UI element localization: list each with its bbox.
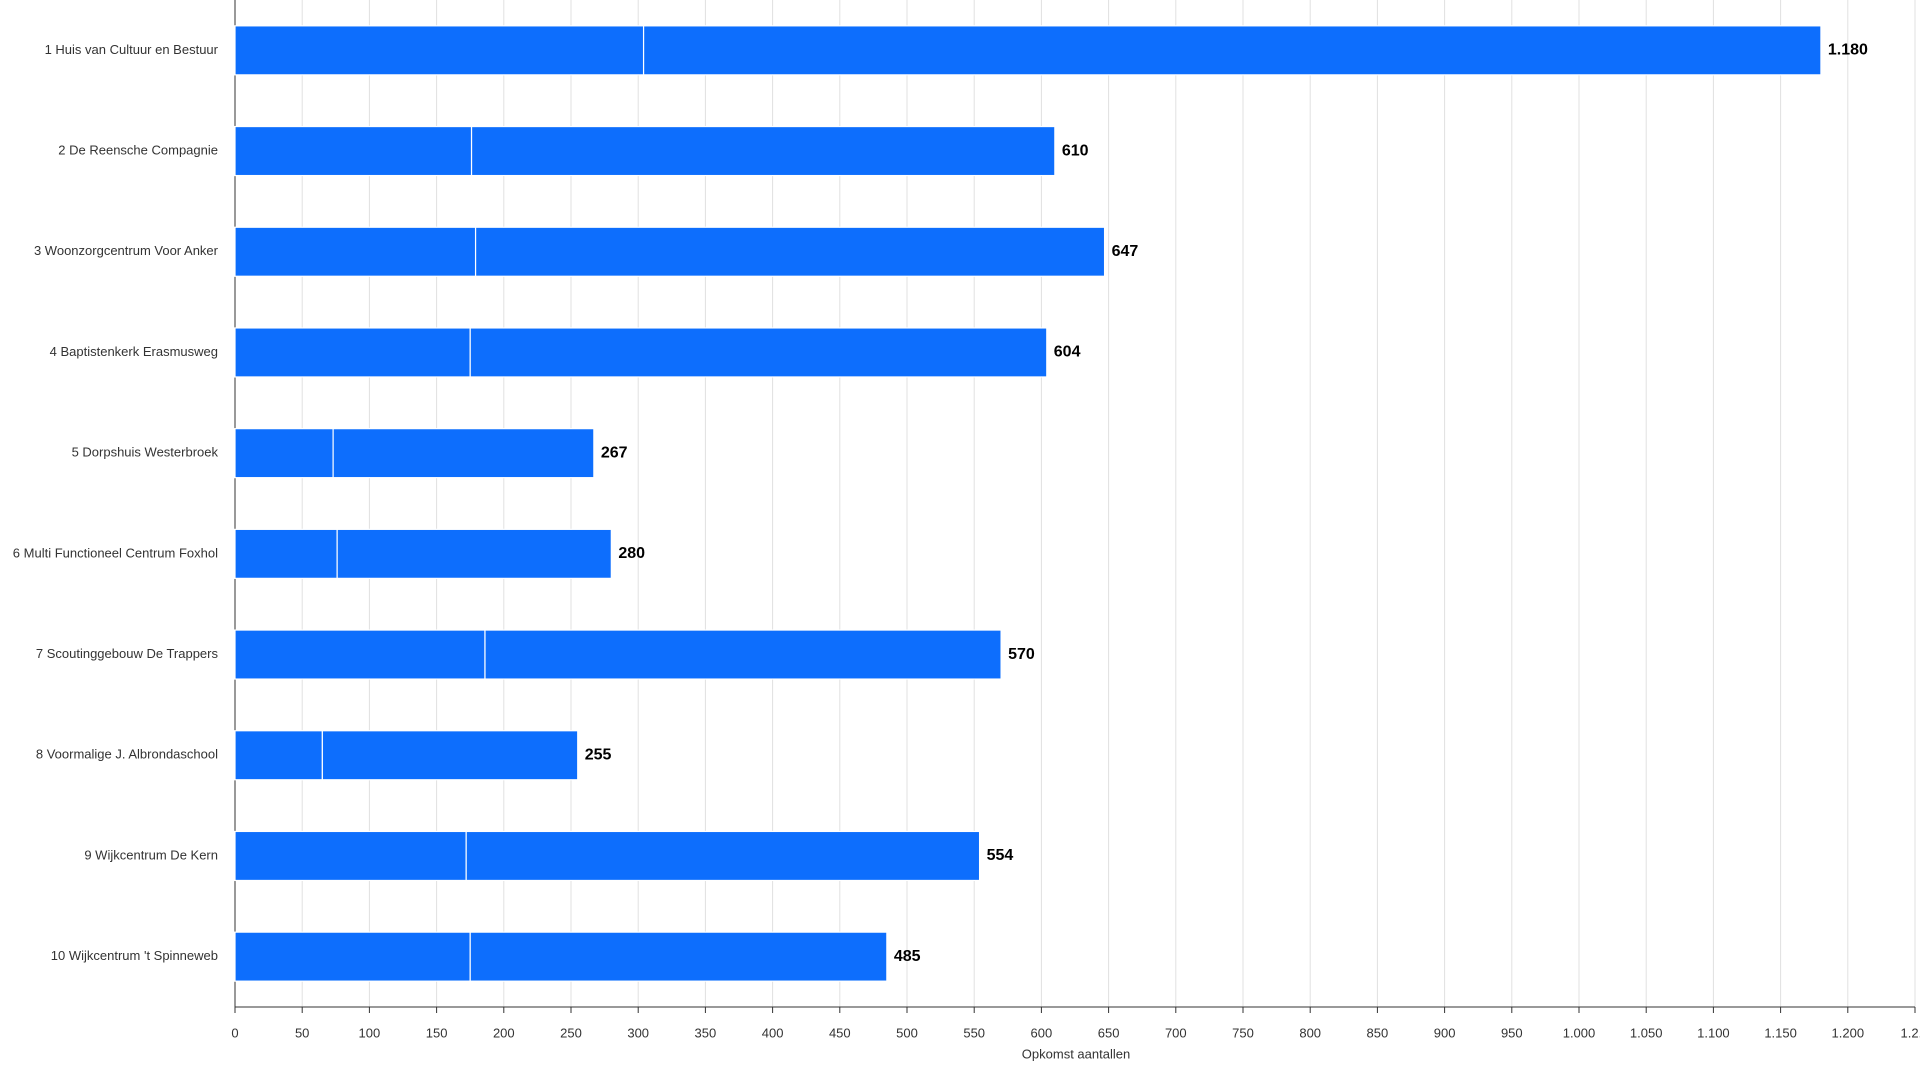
bar-segment bbox=[484, 629, 1002, 680]
y-tick-label: 10 Wijkcentrum 't Spinneweb bbox=[51, 948, 218, 963]
data-label: 610 bbox=[1062, 142, 1089, 159]
x-tick-label: 500 bbox=[896, 1025, 918, 1040]
bar-segment bbox=[234, 125, 473, 177]
bar-segment bbox=[474, 226, 1106, 277]
x-tick-label: 1.150 bbox=[1764, 1025, 1797, 1040]
bar-segment bbox=[234, 226, 477, 277]
x-tick-label: 850 bbox=[1367, 1025, 1389, 1040]
x-tick-label: 250 bbox=[560, 1025, 582, 1040]
data-label: 485 bbox=[894, 948, 921, 965]
x-tick-label: 1.2... bbox=[1901, 1025, 1920, 1040]
x-tick-label: 350 bbox=[695, 1025, 717, 1040]
y-tick-label: 8 Voormalige J. Albrondaschool bbox=[36, 747, 218, 762]
y-tick-label: 5 Dorpshuis Westerbroek bbox=[72, 445, 219, 460]
bar-segment bbox=[469, 931, 888, 982]
y-tick-label: 7 Scoutinggebouw De Trappers bbox=[36, 646, 219, 661]
data-label: 647 bbox=[1112, 243, 1139, 260]
x-tick-label: 450 bbox=[829, 1025, 851, 1040]
y-tick-label: 3 Woonzorgcentrum Voor Anker bbox=[34, 243, 219, 258]
x-tick-label: 200 bbox=[493, 1025, 515, 1040]
x-tick-label: 1.000 bbox=[1563, 1025, 1596, 1040]
bar-segment bbox=[336, 528, 612, 579]
x-tick-label: 800 bbox=[1299, 1025, 1321, 1040]
data-label: 570 bbox=[1008, 646, 1035, 663]
x-tick-label: 1.050 bbox=[1630, 1025, 1663, 1040]
bar-segment bbox=[234, 528, 338, 579]
x-tick-label: 700 bbox=[1165, 1025, 1187, 1040]
bar-segment bbox=[470, 125, 1056, 177]
y-tick-label: 6 Multi Functioneel Centrum Foxhol bbox=[13, 545, 218, 560]
x-tick-label: 400 bbox=[762, 1025, 784, 1040]
x-tick-label: 650 bbox=[1098, 1025, 1120, 1040]
bar-segment bbox=[642, 25, 1822, 76]
y-tick-label: 4 Baptistenkerk Erasmusweg bbox=[50, 344, 218, 359]
x-tick-label: 550 bbox=[963, 1025, 985, 1040]
bar-segment bbox=[469, 327, 1048, 378]
bar-segment bbox=[234, 327, 471, 378]
bar-segment bbox=[234, 428, 334, 479]
x-tick-label: 100 bbox=[359, 1025, 381, 1040]
bar-segment bbox=[321, 730, 579, 781]
x-tick-label: 950 bbox=[1501, 1025, 1523, 1040]
data-label: 604 bbox=[1054, 344, 1081, 361]
data-label: 1.180 bbox=[1828, 42, 1868, 59]
bar-segment bbox=[234, 25, 645, 76]
bar-segment bbox=[465, 830, 981, 882]
x-tick-label: 1.100 bbox=[1697, 1025, 1730, 1040]
x-tick-label: 900 bbox=[1434, 1025, 1456, 1040]
bar-segment bbox=[332, 428, 595, 479]
data-label: 267 bbox=[601, 444, 628, 461]
bar-segment bbox=[234, 730, 323, 781]
x-tick-label: 300 bbox=[627, 1025, 649, 1040]
bar-segment bbox=[234, 629, 486, 680]
x-tick-label: 0 bbox=[231, 1025, 238, 1040]
x-tick-label: 150 bbox=[426, 1025, 448, 1040]
bar-segment bbox=[234, 830, 467, 882]
x-axis-title: Opkomst aantallen bbox=[1022, 1046, 1130, 1061]
data-label: 255 bbox=[585, 746, 612, 763]
x-tick-label: 600 bbox=[1031, 1025, 1053, 1040]
bar-segment bbox=[234, 931, 471, 982]
x-tick-label: 1.200 bbox=[1832, 1025, 1865, 1040]
y-tick-label: 9 Wijkcentrum De Kern bbox=[84, 847, 218, 862]
y-tick-label: 2 De Reensche Compagnie bbox=[58, 142, 218, 157]
data-label: 554 bbox=[987, 847, 1014, 864]
y-tick-label: 1 Huis van Cultuur en Bestuur bbox=[45, 42, 219, 57]
data-label: 280 bbox=[618, 545, 645, 562]
x-tick-label: 750 bbox=[1232, 1025, 1254, 1040]
x-tick-label: 50 bbox=[295, 1025, 309, 1040]
